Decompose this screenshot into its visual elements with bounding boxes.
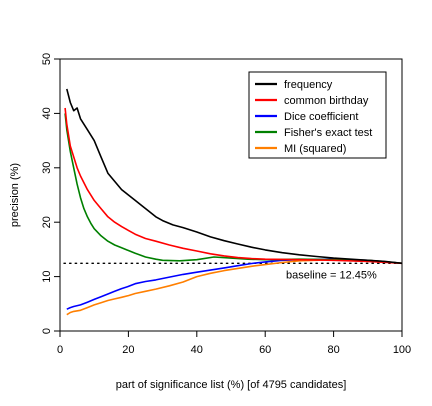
y-tick-label: 0 (41, 328, 53, 334)
baseline-label: baseline = 12.45% (286, 269, 377, 281)
x-tick-label: 80 (327, 344, 339, 356)
x-tick-label: 60 (259, 344, 271, 356)
series-line-common-birthday (64, 107, 403, 265)
y-tick-label: 20 (41, 216, 53, 228)
x-tick-label: 0 (57, 344, 63, 356)
series-line-mi-squared (66, 258, 403, 316)
legend-item-label: Fisher's exact test (284, 127, 372, 139)
y-axis-label: precision (%) (9, 163, 21, 227)
y-tick-label: 50 (41, 53, 53, 65)
plot-frame (59, 58, 403, 332)
series-line-dice-coefficient (66, 258, 403, 310)
x-tick-label: 20 (122, 344, 134, 356)
legend-item-label: MI (squared) (284, 143, 346, 155)
y-tick-label: 30 (41, 162, 53, 174)
x-tick-label: 40 (191, 344, 203, 356)
legend-item-label: Dice coefficient (284, 111, 358, 123)
x-axis-label: part of significance list (%) [of 4795 c… (116, 379, 347, 391)
legend-item-label: frequency (284, 79, 333, 91)
series-line-frequency (66, 88, 403, 265)
y-tick-label: 10 (41, 270, 53, 282)
x-tick-label: 100 (393, 344, 411, 356)
legend-item-label: common birthday (284, 95, 369, 107)
y-tick-label: 40 (41, 107, 53, 119)
